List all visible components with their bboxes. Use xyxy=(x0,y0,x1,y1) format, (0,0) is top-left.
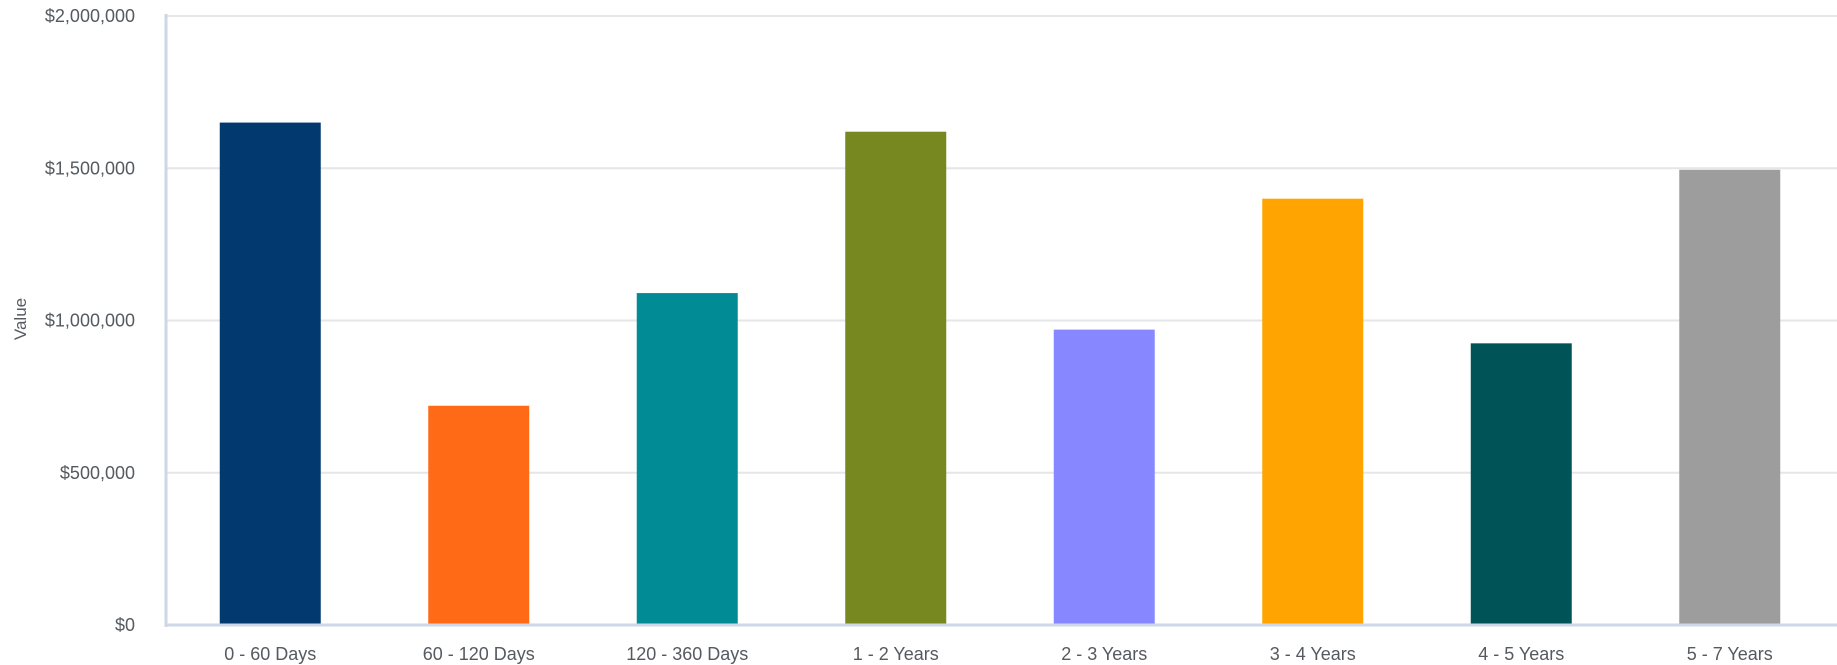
y-tick-label: $0 xyxy=(115,615,135,635)
bar xyxy=(1470,343,1572,625)
x-tick-label: 3 - 4 Years xyxy=(1270,644,1356,664)
x-tick-labels: 0 - 60 Days 60 - 120 Days 120 - 360 Days 1 … xyxy=(224,644,1773,664)
x-tick-label: 120 - 360 Days xyxy=(626,644,748,664)
y-tick-label: $500,000 xyxy=(60,463,135,483)
bar xyxy=(636,293,738,625)
y-tick-labels: $0 $500,000 $1,000,000 $1,500,000 $2,000,000 xyxy=(45,6,135,635)
x-tick-label: 60 - 120 Days xyxy=(423,644,535,664)
y-tick-label: $2,000,000 xyxy=(45,6,135,26)
bar xyxy=(219,122,321,625)
x-tick-label: 5 - 7 Years xyxy=(1687,644,1773,664)
y-tick-label: $1,500,000 xyxy=(45,158,135,178)
bar xyxy=(1262,198,1364,625)
bar xyxy=(1679,169,1781,625)
bars xyxy=(219,122,1781,625)
x-tick-label: 2 - 3 Years xyxy=(1061,644,1147,664)
x-tick-label: 4 - 5 Years xyxy=(1478,644,1564,664)
y-axis-title: Value xyxy=(11,298,30,340)
bar xyxy=(845,131,947,625)
y-tick-label: $1,000,000 xyxy=(45,311,135,331)
bar xyxy=(428,405,530,625)
bar xyxy=(1053,329,1155,625)
axes xyxy=(164,14,1837,627)
x-tick-label: 0 - 60 Days xyxy=(224,644,316,664)
gridlines xyxy=(166,15,1837,474)
x-tick-label: 1 - 2 Years xyxy=(853,644,939,664)
